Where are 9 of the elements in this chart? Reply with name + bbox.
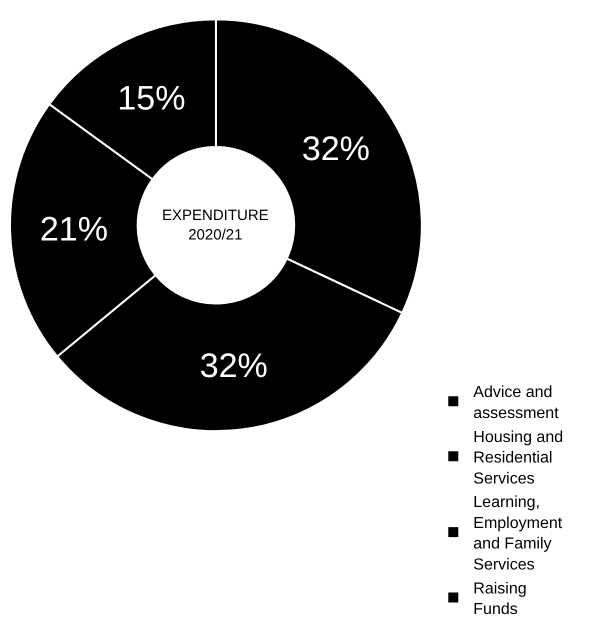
- data-label: 21%: [40, 210, 108, 249]
- data-label: 15%: [117, 80, 186, 118]
- legend-label: Raising Funds: [473, 580, 527, 618]
- data-label: 32%: [200, 347, 268, 386]
- data-label: 32%: [302, 130, 370, 168]
- text: EXPENDITURE 2020/21: [162, 207, 269, 244]
- legend-label: Housing and Residential Services: [473, 428, 564, 488]
- legend-label: Learning, Employment and Family Services: [473, 494, 563, 574]
- legend-label: Advice and assessment: [473, 384, 560, 422]
